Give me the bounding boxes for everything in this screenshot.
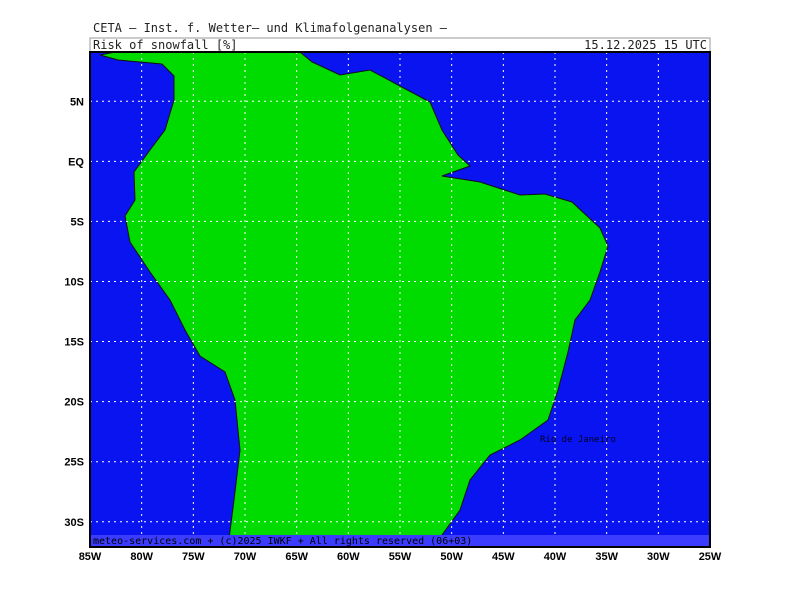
lat-tick-label: 20S (64, 397, 84, 409)
lat-tick-label: 5S (71, 216, 84, 228)
lat-tick-label: 5N (70, 96, 84, 108)
lon-tick-label: 75W (182, 551, 205, 563)
lon-tick-label: 65W (285, 551, 308, 563)
lat-tick-label: EQ (68, 156, 84, 168)
valid-time: 15.12.2025 15 UTC (584, 38, 707, 52)
lat-tick-label: 25S (64, 457, 84, 469)
lon-tick-label: 70W (234, 551, 257, 563)
place-label: Rio de Janeiro (540, 435, 616, 445)
variable-label: Risk_of_snowfall_[%] (93, 38, 238, 52)
lon-tick-label: 25W (699, 551, 722, 563)
footer: meteo-services.com + (c)2025 IWKF + All … (93, 536, 472, 547)
lon-tick-label: 50W (440, 551, 463, 563)
lat-tick-label: 15S (64, 337, 84, 349)
lon-tick-label: 80W (130, 551, 153, 563)
footer-band (90, 535, 710, 547)
lon-tick-label: 45W (492, 551, 515, 563)
header-title: CETA — Inst. f. Wetter— und Klimafolgena… (93, 21, 448, 35)
land (99, 51, 609, 548)
grid (89, 52, 711, 547)
lon-tick-label: 35W (595, 551, 618, 563)
lat-tick-label: 10S (64, 276, 84, 288)
lon-tick-label: 85W (79, 551, 102, 563)
lon-tick-label: 30W (647, 551, 670, 563)
lon-tick-label: 55W (389, 551, 412, 563)
lat-tick-label: 30S (64, 517, 84, 529)
lon-tick-label: 60W (337, 551, 360, 563)
map-frame (89, 51, 711, 548)
lon-tick-label: 40W (544, 551, 567, 563)
